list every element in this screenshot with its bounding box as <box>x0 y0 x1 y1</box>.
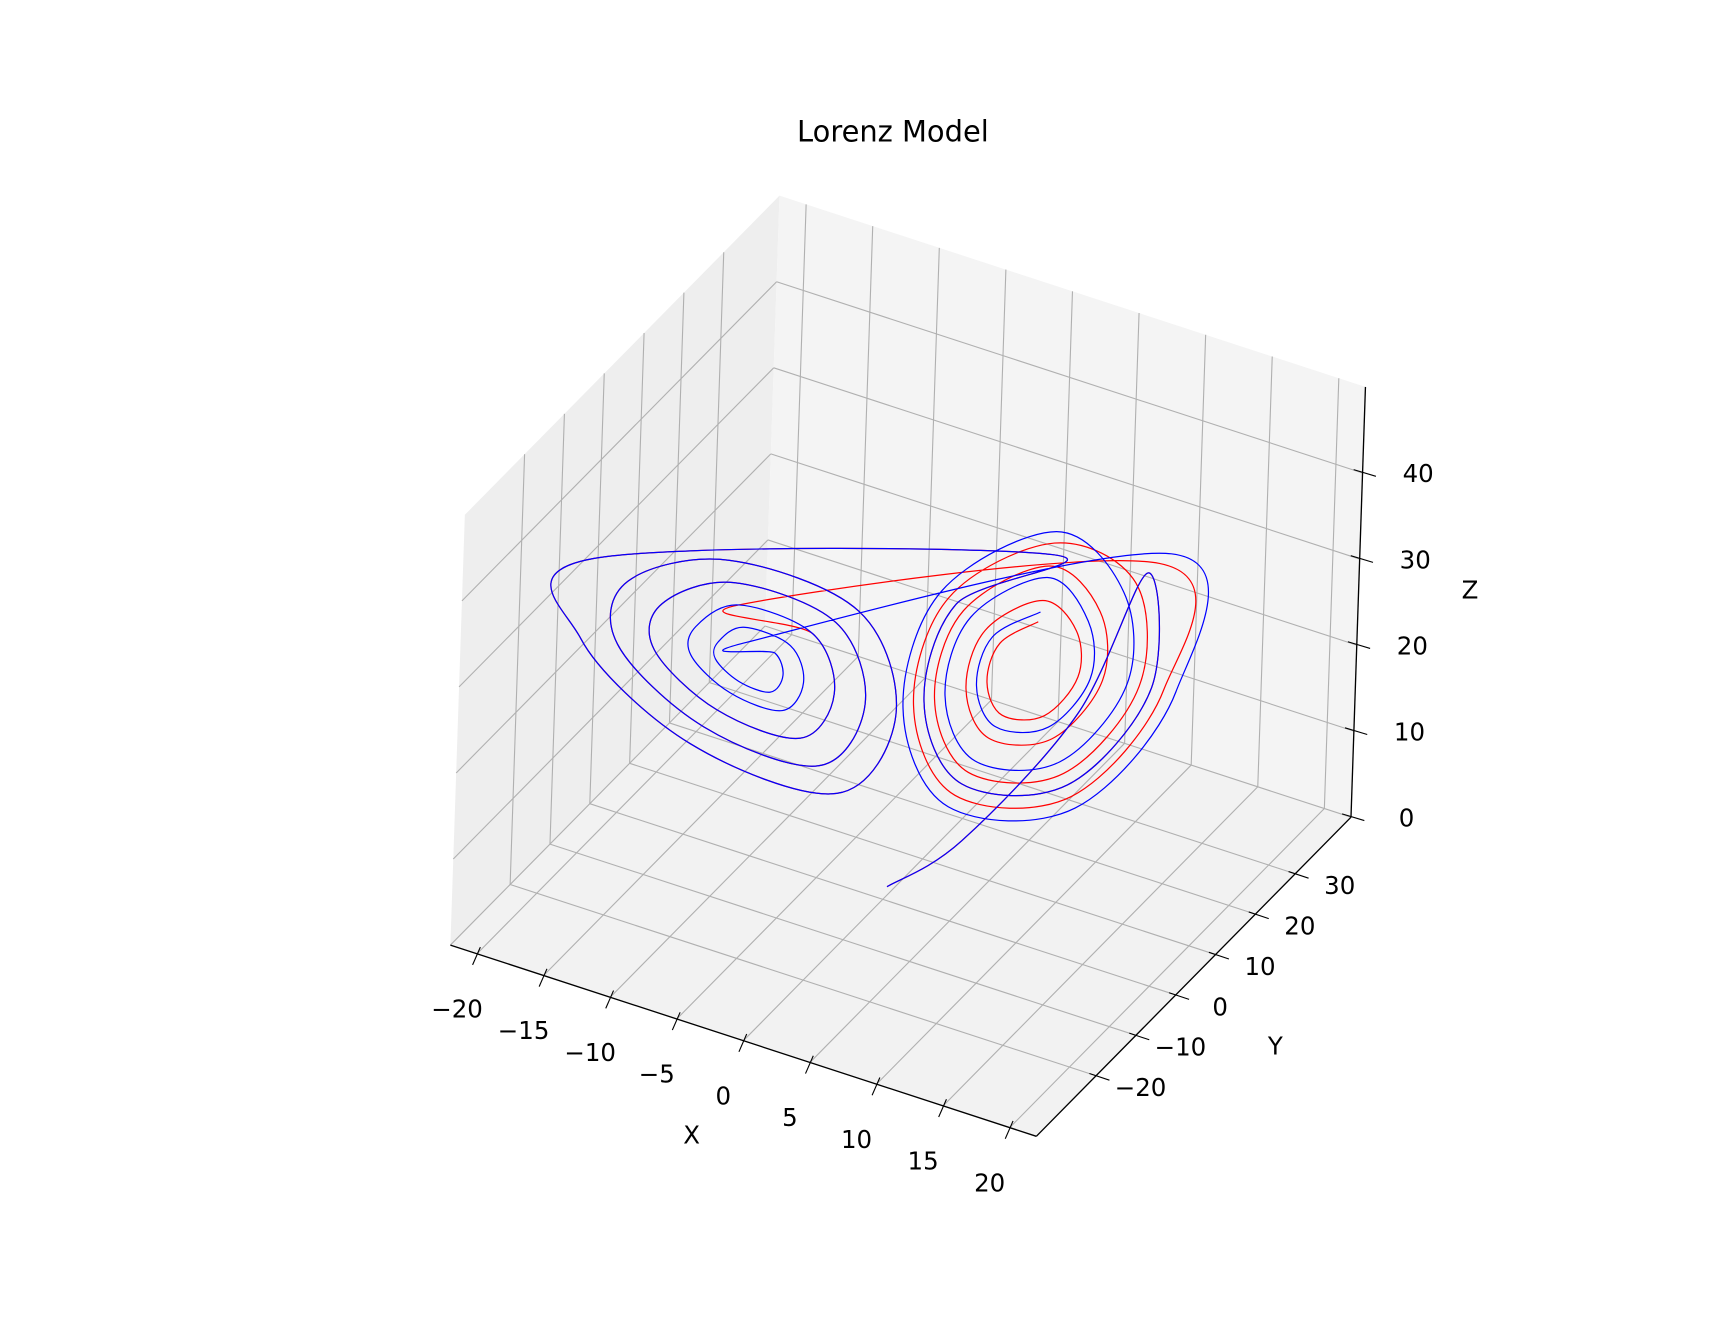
grid-line <box>1190 334 1207 766</box>
tick-mark <box>1288 871 1309 879</box>
y-tick-label: 30 <box>1324 871 1355 900</box>
grid-line <box>767 539 1355 732</box>
tick-mark <box>1208 951 1230 960</box>
x-axis <box>450 944 1037 1137</box>
y-axis <box>1035 816 1352 1137</box>
grid-line <box>589 803 1176 996</box>
tick-mark <box>605 990 615 1009</box>
grid-line <box>990 269 1007 700</box>
y-tick-label: −20 <box>1115 1073 1167 1102</box>
chart-title: Lorenz Model <box>797 114 989 148</box>
tick-mark <box>1341 813 1365 822</box>
trajectory <box>550 530 1210 888</box>
x-tick-label: −10 <box>564 1038 616 1067</box>
tick-mark <box>871 1077 881 1096</box>
y-tick-label: 10 <box>1244 952 1275 981</box>
tick-mark <box>1353 469 1377 477</box>
tick-mark <box>1344 727 1368 736</box>
tick-mark <box>671 1012 681 1031</box>
z-axis-label: Z <box>1462 576 1479 605</box>
grid-line <box>924 247 940 679</box>
y-tick-label: −10 <box>1155 1033 1207 1062</box>
x-tick-label: 10 <box>841 1125 872 1154</box>
grid-line <box>589 373 605 804</box>
grid-line <box>1057 291 1074 722</box>
tick-mark <box>804 1055 814 1074</box>
grid-line <box>629 762 1216 956</box>
y-axis-label: Y <box>1267 1031 1283 1060</box>
grid-line <box>708 252 725 683</box>
x-tick-label: −20 <box>431 994 483 1023</box>
z-tick-label: 20 <box>1397 631 1428 660</box>
grid-line <box>455 453 772 774</box>
tick-mark <box>1248 911 1269 920</box>
grid-line <box>549 843 1137 1036</box>
grid-line <box>773 367 1360 560</box>
tick-mark <box>1168 992 1190 1000</box>
grid-line <box>629 333 645 764</box>
x-tick-label: 15 <box>908 1147 939 1176</box>
tick-mark <box>1089 1072 1110 1081</box>
grid-line <box>876 764 1192 1085</box>
grid-line <box>669 722 1256 915</box>
grid-line <box>770 453 1357 646</box>
grid-line <box>942 786 1259 1107</box>
z-tick-label: 0 <box>1399 803 1415 832</box>
grid-line <box>1009 808 1325 1129</box>
x-tick-label: 0 <box>716 1081 732 1110</box>
grid-line <box>1323 378 1340 809</box>
tick-mark <box>1004 1120 1014 1139</box>
grid-line <box>857 226 874 657</box>
tick-mark <box>1347 641 1371 649</box>
grid-line <box>676 699 992 1020</box>
y-tick-label: 20 <box>1284 911 1315 940</box>
grid-line <box>458 367 775 688</box>
tick-mark <box>938 1098 947 1118</box>
tick-mark <box>1129 1032 1150 1041</box>
x-tick-label: −5 <box>639 1060 675 1089</box>
grid-line <box>509 454 526 885</box>
z-tick-label: 40 <box>1403 459 1434 488</box>
grid-line <box>461 281 778 602</box>
x-tick-label: 20 <box>974 1168 1005 1197</box>
grid-line <box>509 883 1097 1077</box>
tick-mark <box>738 1033 748 1053</box>
grid-line <box>549 413 565 845</box>
grid-line <box>476 634 793 955</box>
grid-line <box>543 656 859 976</box>
pane-left <box>450 195 780 946</box>
grid-line <box>1257 356 1273 787</box>
grid-line <box>742 721 1059 1042</box>
x-axis-label: X <box>683 1120 700 1149</box>
grid-line <box>791 204 807 635</box>
tick-mark <box>472 946 481 966</box>
tick-mark <box>1350 555 1374 563</box>
grid-line <box>1124 313 1140 744</box>
x-tick-label: −15 <box>498 1016 550 1045</box>
grid-line <box>609 677 926 998</box>
grid-line <box>776 281 1363 474</box>
grid-line <box>668 292 685 723</box>
x-tick-label: 5 <box>782 1103 798 1132</box>
grid-line <box>452 539 769 860</box>
z-axis <box>1350 386 1367 818</box>
z-tick-label: 10 <box>1394 717 1425 746</box>
tick-mark <box>538 968 548 987</box>
y-tick-label: 0 <box>1212 992 1228 1021</box>
grid-line <box>709 681 1296 875</box>
z-tick-label: 30 <box>1400 545 1431 574</box>
